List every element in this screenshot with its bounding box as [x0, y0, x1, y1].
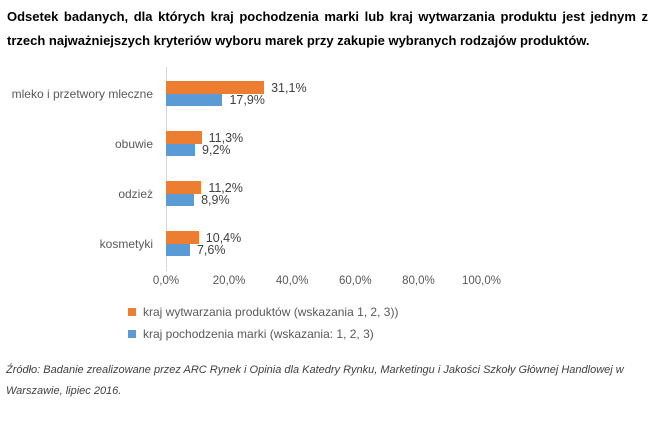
bar-kraj-wytwarzania [166, 231, 199, 244]
value-label: 10,4% [205, 230, 242, 245]
legend-label: kraj wytwarzania produktów (wskazania 1,… [143, 305, 399, 319]
x-axis: 0,0% 20,0% 40,0% 60,0% 80,0% 100,0% [0, 269, 655, 293]
bar-chart: mleko i przetwory mleczne 31,1% 17,9% obuwi… [0, 67, 655, 345]
x-axis-tick-label: 100,0% [461, 275, 502, 287]
value-label: 9,2% [202, 143, 231, 157]
y-axis-line [166, 67, 167, 271]
x-axis-tick-label: 40,0% [275, 275, 309, 287]
category-label: odzież [118, 187, 153, 201]
value-label: 31,1% [271, 80, 307, 95]
value-label: 11,3% [208, 130, 244, 145]
bar-kraj-pochodzenia [166, 194, 195, 206]
legend-swatch-blue [128, 330, 136, 338]
bar-kraj-wytwarzania [166, 81, 265, 94]
value-label: 8,9% [201, 193, 230, 207]
plot-area: mleko i przetwory mleczne 31,1% 17,9% obuwi… [0, 67, 655, 271]
category-label: kosmetyki [99, 237, 153, 251]
legend-swatch-orange [128, 308, 136, 316]
bar-kraj-pochodzenia [166, 144, 196, 156]
legend: kraj wytwarzania produktów (wskazania 1,… [128, 301, 655, 345]
value-label: 17,9% [229, 93, 265, 107]
value-label: 11,2% [208, 180, 243, 195]
bar-kraj-wytwarzania [166, 181, 202, 194]
bar-kraj-wytwarzania [166, 131, 202, 144]
x-axis-tick-label: 0,0% [152, 275, 180, 287]
chart-title: Odsetek badanych, dla których kraj pocho… [7, 9, 648, 48]
source-note: Źródło: Badanie zrealizowane przez ARC R… [6, 364, 624, 397]
category-label: obuwie [114, 137, 153, 151]
x-axis-tick-label: 80,0% [402, 275, 435, 287]
category-label: mleko i przetwory mleczne [11, 87, 153, 101]
x-axis-tick-label: 60,0% [338, 275, 372, 287]
bar-kraj-pochodzenia [166, 244, 190, 256]
legend-label: kraj pochodzenia marki (wskazania: 1, 2,… [143, 327, 374, 341]
x-axis-tick-label: 20,0% [212, 275, 246, 287]
legend-item: kraj pochodzenia marki (wskazania: 1, 2,… [128, 323, 655, 345]
bar-kraj-pochodzenia [166, 94, 223, 106]
legend-item: kraj wytwarzania produktów (wskazania 1,… [128, 301, 655, 323]
value-label: 7,6% [196, 243, 226, 257]
